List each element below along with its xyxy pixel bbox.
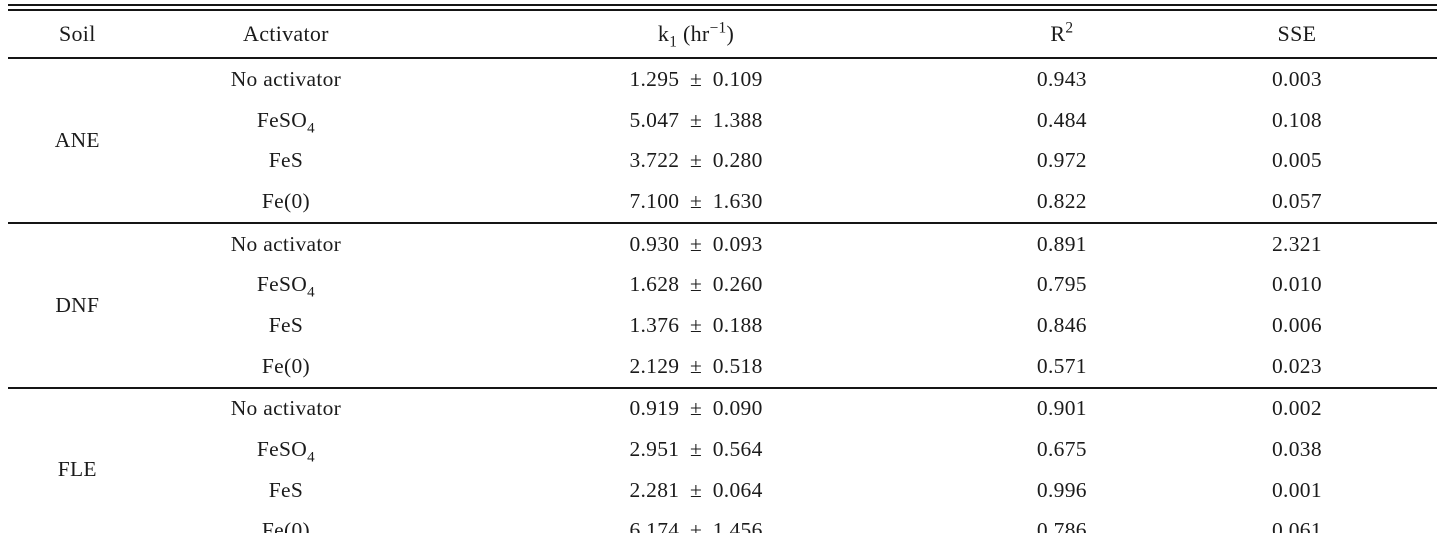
r2-cell: 0.571 <box>1036 353 1087 378</box>
table-row: FeSO4 2.951 ± 0.564 0.675 0.038 <box>8 429 1437 470</box>
col-header-soil: Soil <box>58 21 96 46</box>
activator-cell: No activator <box>230 66 342 91</box>
sse-cell: 0.038 <box>1272 437 1322 462</box>
k1-cell: 1.628 ± 0.260 <box>629 272 763 297</box>
table-row: Fe(0) 6.174 ± 1.456 0.786 0.061 <box>8 511 1437 533</box>
k1-cell: 7.100 ± 1.630 <box>629 188 763 213</box>
col-header-activator: Activator <box>243 21 329 46</box>
r2-cell: 0.484 <box>1036 107 1087 132</box>
sse-cell: 0.061 <box>1272 518 1322 533</box>
soil-group-label: FLE <box>57 457 97 482</box>
sse-cell: 0.006 <box>1272 312 1322 337</box>
r2-cell: 0.891 <box>1036 231 1087 256</box>
k1-cell: 2.129 ± 0.518 <box>629 353 763 378</box>
table-row: FLE No activator 0.919 ± 0.090 0.901 0.0… <box>8 387 1437 481</box>
col-header-sse: SSE <box>1277 21 1317 46</box>
r2-cell: 0.786 <box>1036 518 1087 533</box>
r2-cell: 0.822 <box>1036 188 1087 213</box>
sse-cell: 0.001 <box>1272 477 1322 502</box>
k1-cell: 5.047 ± 1.388 <box>629 107 763 132</box>
table-row: FeS 1.376 ± 0.188 0.846 0.006 <box>8 305 1437 346</box>
k1-cell: 6.174 ± 1.456 <box>629 518 763 533</box>
activator-cell: No activator <box>230 396 342 421</box>
k1-cell: 2.951 ± 0.564 <box>629 437 763 462</box>
k1-cell: 0.919 ± 0.090 <box>629 396 763 421</box>
table-row: FeSO4 5.047 ± 1.388 0.484 0.108 <box>8 100 1437 141</box>
k1-cell: 1.376 ± 0.188 <box>629 312 763 337</box>
activator-cell: FeS <box>268 148 304 173</box>
table-row: ANE No activator 1.295 ± 0.109 0.943 0.0… <box>8 58 1437 152</box>
activator-cell: FeSO4 <box>256 272 315 301</box>
table-row: DNF No activator 0.930 ± 0.093 0.891 2.3… <box>8 222 1437 317</box>
table-row: Fe(0) 7.100 ± 1.630 0.822 0.057 <box>8 181 1437 223</box>
table-row: FeSO4 1.628 ± 0.260 0.795 0.010 <box>8 264 1437 305</box>
r2-cell: 0.795 <box>1036 272 1087 297</box>
sse-cell: 0.057 <box>1272 188 1322 213</box>
k1-cell: 0.930 ± 0.093 <box>629 231 763 256</box>
activator-cell: FeSO4 <box>256 437 315 466</box>
activator-cell: FeSO4 <box>256 107 315 136</box>
soil-group-label: ANE <box>54 127 100 152</box>
k1-cell: 1.295 ± 0.109 <box>629 66 763 91</box>
sse-cell: 0.010 <box>1272 272 1322 297</box>
kinetics-table: Soil Activator k1 (hr−1) R2 SSE ANE No a… <box>8 4 1437 533</box>
r2-cell: 0.675 <box>1036 437 1087 462</box>
r2-cell: 0.996 <box>1036 477 1087 502</box>
activator-cell: FeS <box>268 312 304 337</box>
sse-cell: 0.023 <box>1272 353 1322 378</box>
activator-cell: Fe(0) <box>261 188 310 213</box>
sse-cell: 0.002 <box>1272 396 1322 421</box>
activator-cell: Fe(0) <box>261 518 310 533</box>
r2-cell: 0.846 <box>1036 312 1087 337</box>
k1-cell: 3.722 ± 0.280 <box>629 148 763 173</box>
r2-cell: 0.901 <box>1036 396 1087 421</box>
soil-group-label: DNF <box>55 292 100 317</box>
activator-cell: No activator <box>230 231 342 256</box>
r2-cell: 0.943 <box>1036 66 1087 91</box>
activator-cell: Fe(0) <box>261 353 310 378</box>
r2-cell: 0.972 <box>1036 148 1087 173</box>
k1-cell: 2.281 ± 0.064 <box>629 477 763 502</box>
sse-cell: 0.108 <box>1272 107 1322 132</box>
sse-cell: 0.003 <box>1272 66 1322 91</box>
table-row: FeS 2.281 ± 0.064 0.996 0.001 <box>8 470 1437 511</box>
col-header-k1: k1 (hr−1) <box>657 19 735 51</box>
kinetics-table-container: Soil Activator k1 (hr−1) R2 SSE ANE No a… <box>8 4 1437 533</box>
table-row: Fe(0) 2.129 ± 0.518 0.571 0.023 <box>8 346 1437 388</box>
sse-cell: 2.321 <box>1272 231 1322 256</box>
header-row: Soil Activator k1 (hr−1) R2 SSE <box>8 8 1437 58</box>
col-header-r2: R2 <box>1050 19 1074 46</box>
table-row: FeS 3.722 ± 0.280 0.972 0.005 <box>8 140 1437 181</box>
activator-cell: FeS <box>268 477 304 502</box>
sse-cell: 0.005 <box>1272 148 1322 173</box>
